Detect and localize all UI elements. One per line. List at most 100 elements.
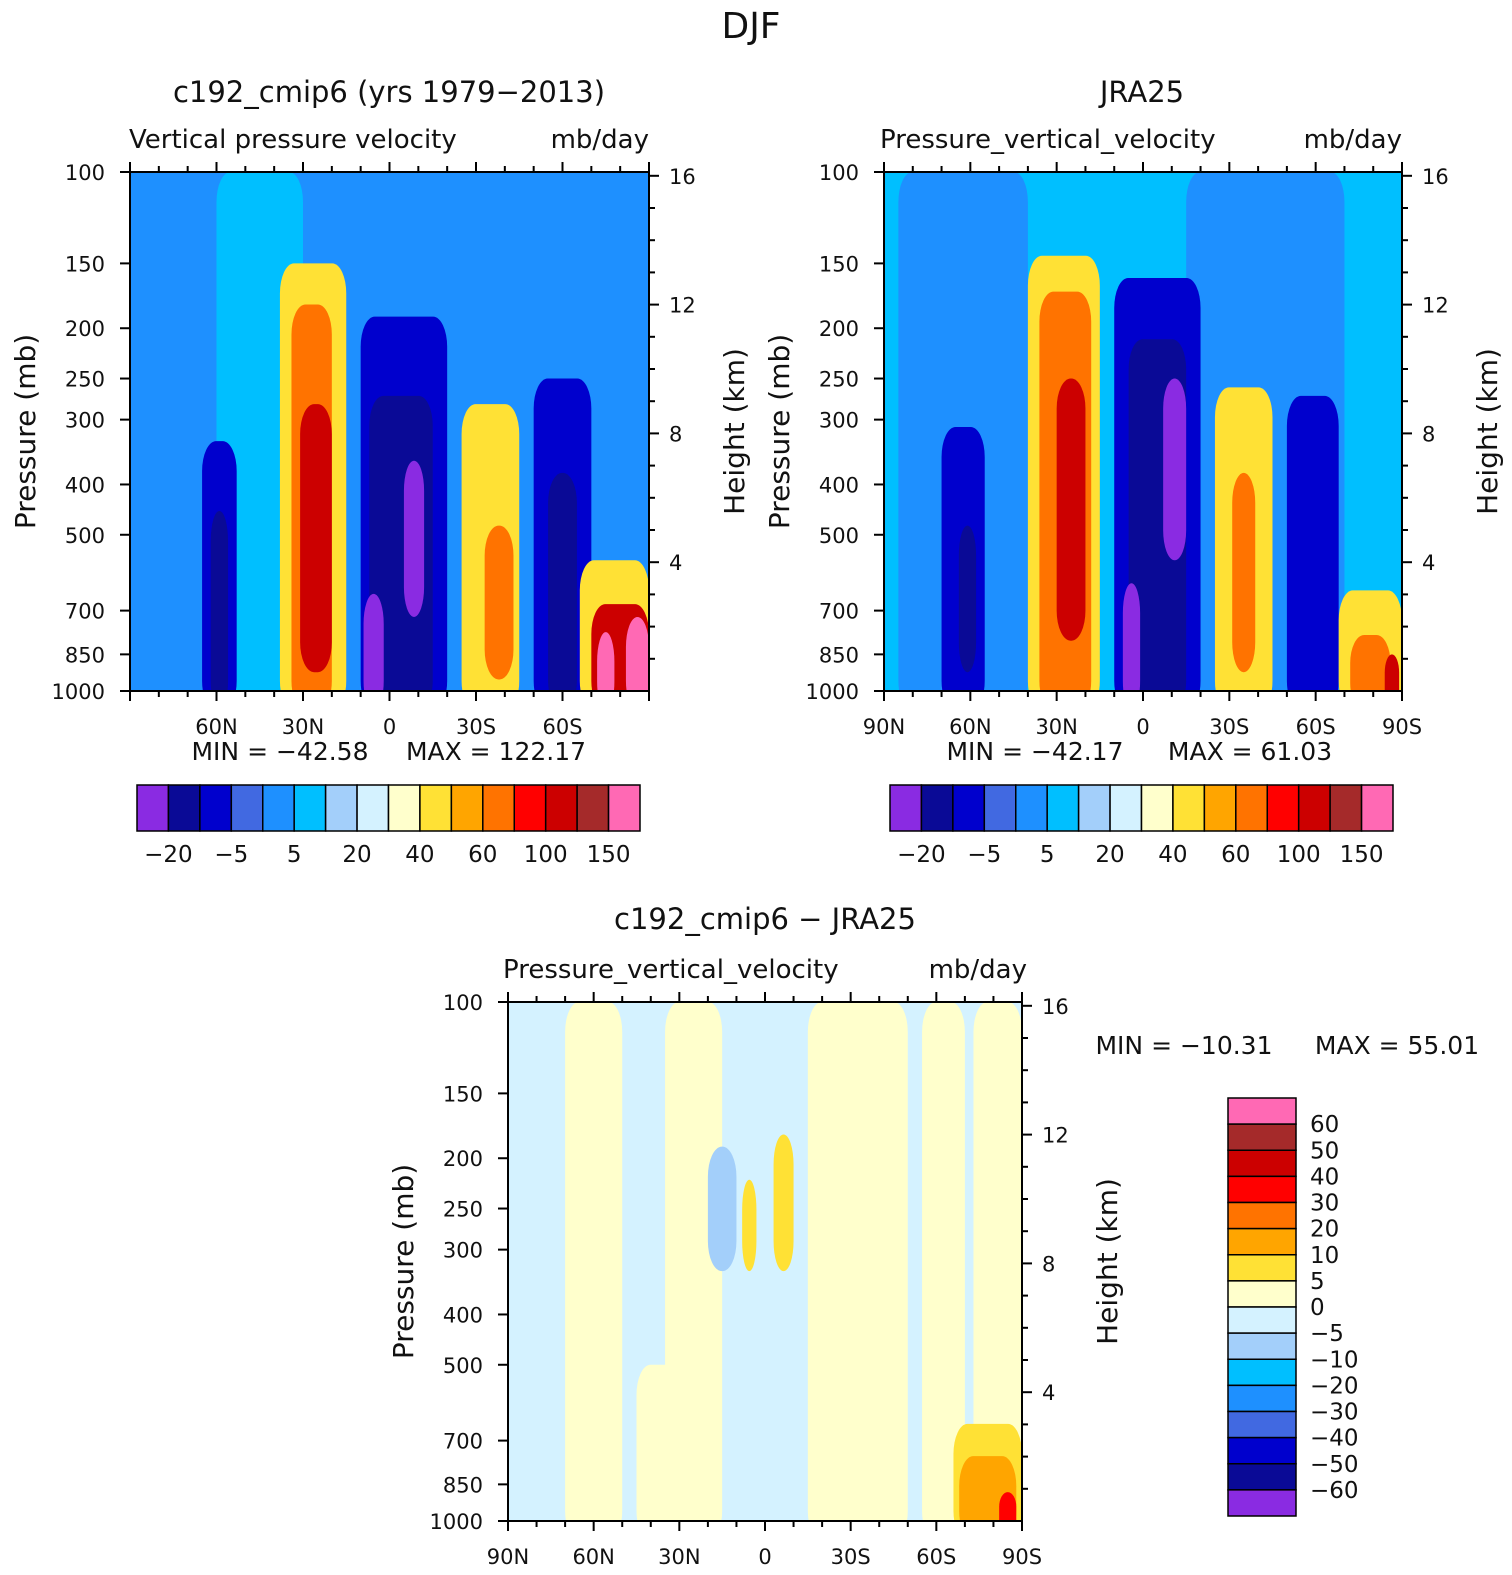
colorbar-swatch — [1297, 784, 1331, 832]
colorbar-swatch — [889, 784, 923, 832]
contour-region-17 — [597, 632, 615, 691]
lat-tick-label: 30N — [282, 715, 324, 739]
pressure-tick-label: 1000 — [430, 1510, 483, 1534]
panel-obs-max: MAX = 61.03 — [1168, 737, 1332, 766]
height-tick-label: 8 — [669, 422, 682, 446]
colorbar-label: 20 — [342, 842, 371, 868]
panel-model-max: MAX = 122.17 — [406, 737, 586, 766]
panel-obs-title: JRA25 — [1098, 75, 1184, 109]
colorbar-swatch — [576, 784, 610, 832]
colorbar-label: −5 — [214, 842, 248, 868]
colorbar-swatch — [324, 784, 358, 832]
pressure-tick-label: 400 — [819, 473, 859, 497]
lat-tick-label: 30N — [658, 1545, 700, 1569]
colorbar-swatch — [1077, 784, 1111, 832]
panel-diff-title: c192_cmip6 − JRA25 — [614, 902, 916, 936]
panel-obs-colorbar: −20 −5 5 20 40 60 100 150 — [889, 784, 1394, 868]
lat-tick-label: 90N — [487, 1545, 529, 1569]
panel-diff: c192_cmip6 − JRA25 Pressure_vertical_vel… — [387, 902, 1479, 1569]
contour-regions — [898, 172, 1402, 691]
lat-tick-label: 90S — [1002, 1545, 1042, 1569]
panel-diff-units: mb/day — [929, 955, 1027, 985]
panel-model-plot: 100 150 200 250 300 400 500 700 850 1000 60N 30N 0 30… — [9, 161, 751, 739]
contour-region-1 — [665, 1002, 723, 1521]
pressure-tick-label: 250 — [443, 1198, 483, 1222]
panel-obs-units: mb/day — [1304, 125, 1402, 155]
pressure-tick-label: 400 — [443, 1303, 483, 1327]
colorbar-label: 50 — [1310, 1138, 1339, 1164]
pressure-tick-label: 100 — [443, 991, 483, 1015]
lat-tick-label: 60S — [1296, 715, 1336, 739]
colorbar-label: 10 — [1310, 1243, 1339, 1269]
colorbar-label: 150 — [1340, 842, 1384, 868]
colorbar-swatch — [952, 784, 986, 832]
contour-regions — [130, 172, 649, 691]
lat-tick-label: 90N — [863, 715, 905, 739]
colorbar-label: −5 — [967, 842, 1001, 868]
panel-model-variable: Vertical pressure velocity — [129, 125, 457, 155]
contour-region-9 — [403, 460, 425, 617]
colorbar-swatch — [482, 784, 515, 832]
colorbar-swatch — [1360, 784, 1394, 832]
contour-region-14 — [548, 472, 577, 691]
pressure-tick-label: 300 — [819, 409, 859, 433]
colorbar-swatch — [230, 784, 264, 832]
height-tick-label: 16 — [1042, 995, 1069, 1019]
panel-obs-min: MIN = −42.17 — [946, 737, 1123, 766]
pressure-tick-label: 700 — [65, 600, 105, 624]
contour-region-3 — [958, 525, 977, 673]
pressure-tick-label: 200 — [65, 317, 105, 341]
colorbar-swatch — [1227, 1384, 1297, 1413]
contour-region-4 — [973, 1002, 1022, 1521]
lat-tick-label: 30S — [456, 715, 496, 739]
contour-region-18 — [625, 616, 649, 691]
contour-region-3 — [922, 1002, 965, 1521]
pressure-axis-title: Pressure (mb) — [387, 1164, 420, 1359]
contour-region-7 — [742, 1179, 757, 1272]
lat-tick-label: 0 — [1136, 715, 1149, 739]
height-tick-label: 16 — [669, 165, 696, 189]
lat-tick-label: 60N — [572, 1545, 614, 1569]
pressure-tick-label: 850 — [819, 643, 859, 667]
panel-model-colorbar: −20 −5 5 20 40 60 100 150 — [136, 784, 641, 868]
pressure-tick-label: 300 — [65, 409, 105, 433]
pressure-tick-label: 250 — [65, 368, 105, 392]
contour-region-3 — [210, 511, 229, 691]
colorbar-label: 5 — [1310, 1269, 1325, 1295]
pressure-axis-title: Pressure (mb) — [763, 334, 796, 529]
pressure-tick-label: 500 — [443, 1354, 483, 1378]
panel-model-title: c192_cmip6 (yrs 1979−2013) — [173, 75, 605, 109]
colorbar-swatch — [1227, 1280, 1297, 1308]
colorbar-swatch — [983, 784, 1017, 832]
colorbar-label: −50 — [1310, 1452, 1359, 1478]
pressure-tick-label: 300 — [443, 1239, 483, 1263]
lat-tick-label: 60N — [195, 715, 237, 739]
height-tick-label: 4 — [1042, 1381, 1055, 1405]
panel-model-units: mb/day — [551, 125, 649, 155]
pressure-tick-label: 100 — [819, 161, 859, 185]
colorbar-label: −30 — [1310, 1400, 1359, 1426]
contour-region-9 — [1163, 378, 1187, 561]
contour-region-10 — [1122, 583, 1141, 691]
pressure-tick-label: 100 — [65, 161, 105, 185]
colorbar-label: −60 — [1310, 1478, 1359, 1504]
colorbar-swatch — [1227, 1306, 1297, 1334]
colorbar-label: 100 — [524, 842, 568, 868]
contour-region-0 — [565, 1002, 623, 1521]
colorbar-label: −20 — [144, 842, 193, 868]
colorbar-label: 20 — [1095, 842, 1124, 868]
colorbar-label: −5 — [1310, 1321, 1344, 1347]
colorbar-swatch — [1046, 784, 1080, 832]
colorbar-swatch — [293, 784, 327, 832]
panel-diff-min: MIN = −10.31 — [1095, 1031, 1272, 1060]
contour-region-11 — [999, 1492, 1017, 1521]
pressure-tick-label: 700 — [443, 1430, 483, 1454]
pressure-tick-label: 400 — [65, 473, 105, 497]
colorbar-swatch — [1227, 1097, 1297, 1125]
colorbar-label: 40 — [405, 842, 434, 868]
colorbar-label: 150 — [587, 842, 631, 868]
panel-diff-variable: Pressure_vertical_velocity — [503, 955, 839, 985]
